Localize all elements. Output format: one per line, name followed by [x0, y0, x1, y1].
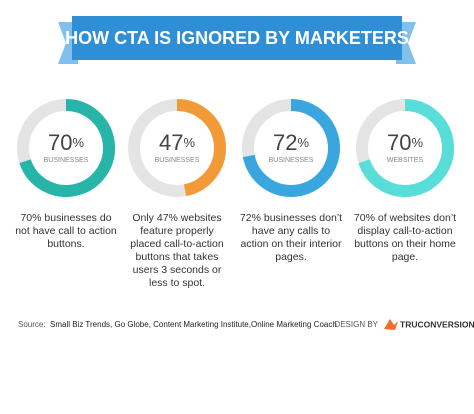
- donut-arc: [19, 99, 115, 197]
- credit-label: DESIGN BY: [334, 320, 378, 329]
- donut-arc: [242, 99, 340, 197]
- credit-name: TRUCONVERSION: [400, 319, 474, 329]
- subtitle: WEBSITES: [387, 157, 424, 164]
- subtitle: BUSINESSES: [44, 157, 89, 164]
- subtitle: BUSINESSES: [155, 157, 200, 164]
- donut-arc: [176, 99, 226, 197]
- value-label: 72%: [273, 130, 309, 155]
- title: HOW CTA IS IGNORED BY MARKETERS: [65, 28, 409, 48]
- donut-arc: [358, 99, 454, 197]
- caption: 70% businesses do not have call to actio…: [15, 212, 117, 250]
- source-label: Source:: [18, 320, 46, 329]
- subtitle: BUSINESSES: [269, 157, 314, 164]
- value-label: 70%: [48, 130, 84, 155]
- caption: Only 47% websites feature properly place…: [130, 212, 224, 289]
- logo: [384, 319, 398, 330]
- caption: 72% businesses don’t have any calls to a…: [239, 212, 343, 263]
- banner: [72, 16, 402, 60]
- value-label: 47%: [159, 130, 195, 155]
- value-label: 70%: [387, 130, 423, 155]
- caption: 70% of websites don’t display call-to-ac…: [353, 212, 457, 263]
- source: Small Biz Trends, Go Globe, Content Mark…: [50, 320, 337, 329]
